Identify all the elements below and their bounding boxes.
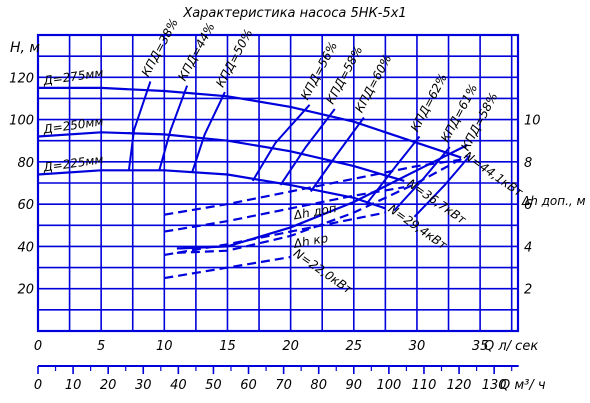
efficiency-curve	[127, 81, 152, 171]
x-tick-label: 35	[472, 339, 489, 354]
efficiency-curve	[279, 108, 336, 186]
efficiency-curve	[413, 154, 471, 218]
efficiency-curve	[158, 85, 189, 171]
x-tick-label: 5	[97, 339, 105, 354]
efficiency-curve	[251, 104, 311, 182]
x-tick-label: 0	[34, 339, 42, 354]
x-tick-label: 25	[346, 339, 363, 354]
y-tick-label: 20	[17, 283, 34, 298]
x2-tick-label: 40	[170, 378, 187, 393]
y-tick-label: 40	[17, 240, 34, 255]
efficiency-label: КПД=50%	[213, 27, 255, 90]
x2-tick-label: 90	[346, 378, 363, 393]
series-line	[176, 143, 468, 250]
series-line	[164, 158, 462, 216]
y2-tick-label: 10	[524, 114, 541, 129]
x2-tick-label: 20	[100, 378, 117, 393]
y-tick-label: 100	[9, 114, 34, 129]
series-line	[37, 131, 405, 182]
y2-axis-label: Δh доп., м	[521, 194, 586, 208]
x2-tick-label: 100	[376, 378, 401, 393]
x-tick-label: 20	[282, 339, 299, 354]
x2-tick-label: 120	[447, 378, 472, 393]
x-axis-label: Q л/ сек	[484, 339, 538, 354]
x2-tick-label: 10	[65, 378, 82, 393]
plot-frame	[36, 33, 520, 333]
efficiency-label: КПД=38%	[139, 16, 181, 79]
x2-axis-label: Q м³/ ч	[500, 378, 546, 393]
x-tick-label: 10	[156, 339, 173, 354]
series-line	[38, 86, 462, 159]
x2-tick-label: 60	[240, 378, 257, 393]
series-layer	[37, 81, 471, 280]
y-axis-label: Н, м	[10, 40, 40, 56]
y2-tick-label: 8	[524, 156, 532, 171]
series-line	[164, 186, 405, 233]
y-tick-label: 80	[17, 156, 34, 171]
efficiency-curve	[365, 135, 421, 205]
y-tick-label: 60	[17, 198, 34, 213]
series-line	[164, 255, 291, 280]
x2-tick-label: 30	[135, 378, 152, 393]
series-label: Δh кр	[292, 231, 330, 251]
x-tick-label: 30	[409, 339, 426, 354]
efficiency-label: КПД=62%	[408, 71, 450, 134]
x2-tick-label: 130	[482, 378, 507, 393]
series-line	[176, 154, 469, 254]
y-tick-label: 120	[9, 71, 34, 86]
series-line	[37, 169, 386, 210]
y2-tick-label: 6	[524, 198, 532, 213]
x-tick-label: 15	[219, 339, 236, 354]
efficiency-curve	[309, 116, 365, 193]
x2-tick-label: 0	[34, 378, 42, 393]
chart-title: Характеристика насоса 5НК-5х1	[182, 6, 406, 21]
x2-tick-label: 70	[275, 378, 292, 393]
y2-tick-label: 4	[524, 240, 532, 255]
series-label: Д=275мм	[41, 66, 104, 88]
x2-tick-label: 80	[310, 378, 327, 393]
series-label: N=44,1кВт	[461, 149, 526, 200]
efficiency-curve	[191, 91, 226, 173]
y2-tick-label: 2	[524, 283, 532, 298]
x2-tick-label: 50	[205, 378, 222, 393]
x2-tick-label: 110	[412, 378, 437, 393]
efficiency-curve	[393, 146, 451, 212]
